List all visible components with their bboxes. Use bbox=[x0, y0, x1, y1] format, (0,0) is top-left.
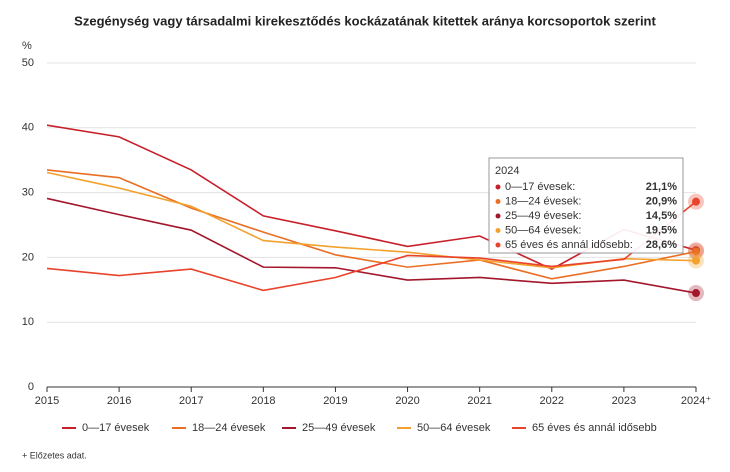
tooltip-dot bbox=[495, 228, 501, 233]
highlight-point bbox=[692, 289, 700, 298]
series-line bbox=[46, 169, 697, 280]
y-tick-label: 0 bbox=[28, 381, 34, 393]
x-tick-label: 2022 bbox=[540, 395, 564, 407]
y-unit: % bbox=[22, 40, 32, 52]
tooltip-box bbox=[488, 157, 684, 254]
legend-label: 65 éves és annál idősebb bbox=[532, 422, 657, 434]
x-tick-label: 2018 bbox=[251, 395, 275, 407]
legend-label: 0—17 évesek bbox=[82, 422, 150, 434]
y-tick-label: 10 bbox=[22, 316, 34, 328]
legend-label: 18—24 évesek bbox=[192, 422, 266, 434]
y-tick-label: 30 bbox=[22, 187, 34, 199]
legend-label: 50—64 évesek bbox=[417, 422, 491, 434]
tooltip: 2024 0—17 évesek: 21,1% 18—24 évesek: 20,9% 2… bbox=[488, 157, 684, 254]
tooltip-value: 14,5% bbox=[646, 210, 677, 222]
legend-label: 25—49 évesek bbox=[302, 422, 376, 434]
tooltip-label: 0—17 évesek: bbox=[505, 181, 575, 193]
x-tick-label: 2024⁺ bbox=[681, 395, 711, 407]
x-tick-label: 2023 bbox=[612, 395, 636, 407]
tooltip-dot bbox=[495, 242, 501, 248]
tooltip-label: 65 éves és annál idősebb: bbox=[505, 239, 633, 251]
tooltip-dot bbox=[495, 184, 501, 190]
tooltip-dot bbox=[495, 213, 501, 219]
tooltip-label: 25—49 évesek: bbox=[505, 210, 581, 222]
series-line bbox=[46, 201, 697, 292]
highlight-point bbox=[692, 197, 700, 206]
tooltip-value: 28,6% bbox=[646, 239, 677, 251]
footnote: + Előzetes adat. bbox=[22, 450, 87, 460]
highlight-point bbox=[692, 256, 700, 265]
x-tick-label: 2019 bbox=[323, 395, 347, 407]
tooltip-value: 19,5% bbox=[646, 224, 677, 236]
x-tick-label: 2020 bbox=[395, 395, 419, 407]
x-tick-label: 2021 bbox=[467, 395, 491, 407]
tooltip-label: 50—64 évesek: bbox=[505, 224, 581, 236]
chart-title: Szegénység vagy társadalmi kirekesztődés… bbox=[74, 13, 656, 28]
series-line bbox=[46, 197, 697, 294]
tooltip-value: 20,9% bbox=[646, 195, 677, 207]
y-tick-label: 20 bbox=[22, 251, 34, 263]
x-tick-label: 2016 bbox=[107, 395, 131, 407]
tooltip-value: 21,1% bbox=[646, 181, 677, 193]
tooltip-label: 18—24 évesek: bbox=[505, 195, 581, 207]
y-tick-label: 40 bbox=[22, 122, 34, 134]
highlight-point bbox=[692, 247, 700, 256]
x-tick-label: 2017 bbox=[179, 395, 203, 407]
tooltip-dot bbox=[495, 199, 501, 204]
tooltip-title: 2024 bbox=[495, 165, 519, 177]
y-tick-label: 50 bbox=[22, 57, 34, 69]
x-tick-label: 2015 bbox=[35, 395, 59, 407]
